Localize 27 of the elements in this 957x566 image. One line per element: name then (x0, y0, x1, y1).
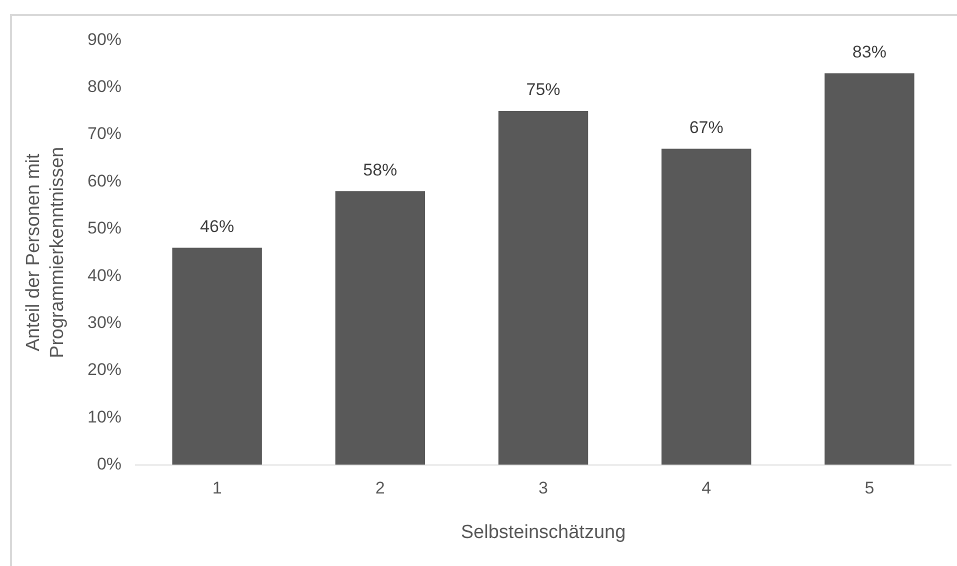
y-tick-label: 20% (87, 360, 122, 380)
y-tick-label: 50% (87, 218, 122, 238)
x-tick-label: 2 (375, 478, 385, 498)
data-label: 83% (852, 42, 886, 62)
y-tick-label: 30% (87, 312, 122, 332)
x-tick-label: 1 (212, 478, 222, 498)
y-tick-label: 80% (87, 77, 122, 96)
bar (824, 73, 914, 465)
y-axis-title: Anteil der Personen mit Programmierkenntnissen (23, 146, 68, 358)
bar (662, 148, 752, 465)
y-tick-label: 90% (87, 30, 122, 49)
y-tick-label: 40% (87, 266, 122, 285)
y-tick-label: 60% (87, 171, 122, 190)
data-label: 46% (200, 216, 234, 236)
y-tick-label: 0% (96, 454, 122, 474)
bar (498, 110, 588, 465)
y-tick-label: 10% (87, 407, 122, 426)
x-tick-label: 4 (702, 478, 712, 498)
x-tick-label: 5 (864, 478, 874, 498)
bar (335, 191, 426, 465)
y-tick-label: 70% (87, 124, 122, 144)
data-label: 67% (689, 118, 724, 137)
bar (172, 248, 262, 465)
x-axis-title: Selbsteinschätzung (460, 522, 626, 543)
x-tick-label: 3 (538, 478, 548, 498)
data-label: 75% (526, 80, 560, 100)
data-label: 58% (363, 160, 398, 180)
